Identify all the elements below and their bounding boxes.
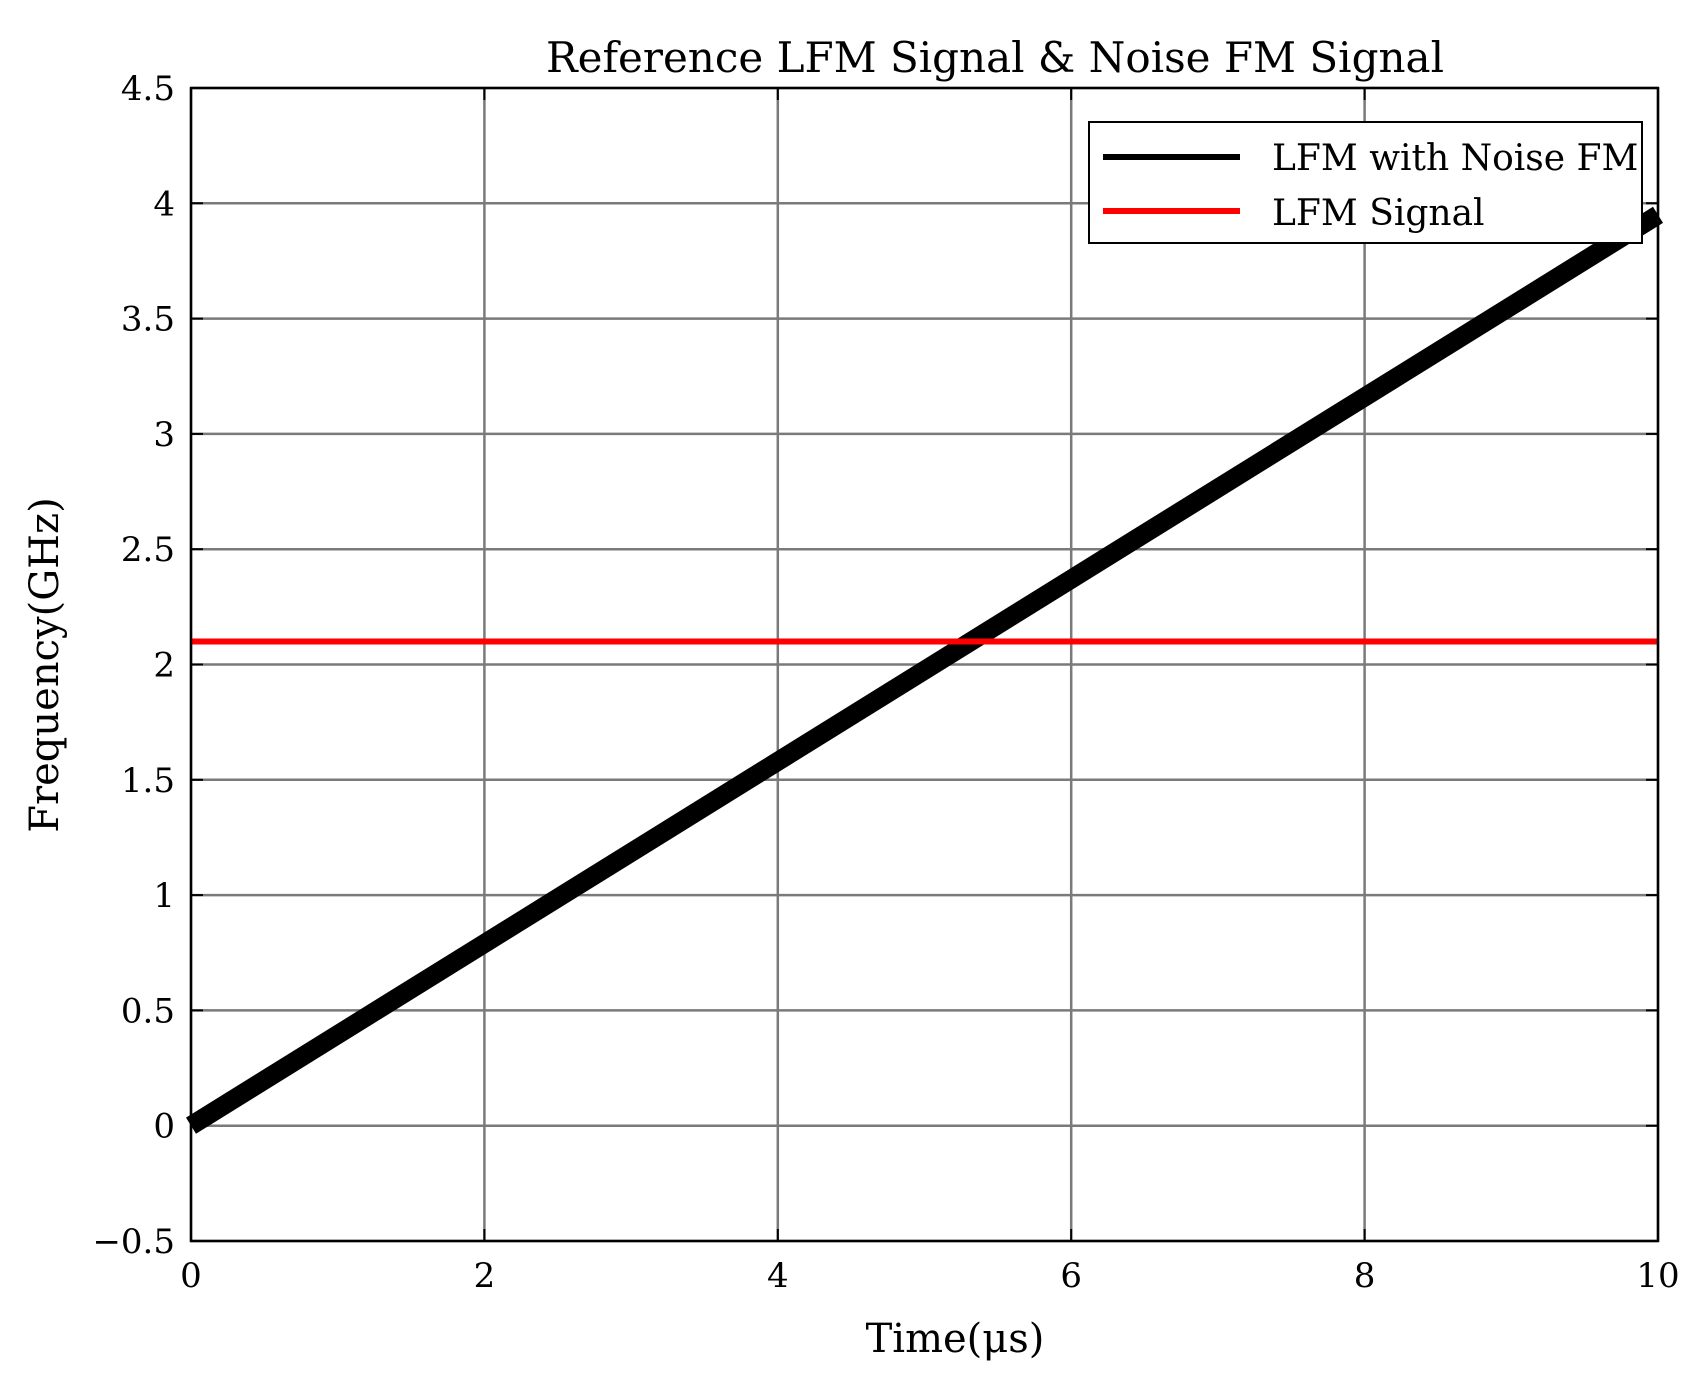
x-tick-label: 8 [1354, 1256, 1376, 1296]
x-axis-ticks: 0 2 4 6 8 10 [180, 88, 1680, 1296]
y-tick-label: 3 [153, 415, 175, 455]
y-axis-title: Frequency(GHz) [22, 497, 68, 832]
x-tick-label: 6 [1060, 1256, 1082, 1296]
y-tick-label: 4.5 [121, 69, 175, 109]
y-tick-label: 0.5 [121, 991, 175, 1031]
legend: LFM with Noise FM LFM Signal [1088, 121, 1643, 244]
legend-box [1088, 121, 1643, 244]
x-axis-title: Time(μs) [866, 1316, 1045, 1362]
x-tick-label: 0 [180, 1256, 202, 1296]
x-tick-label: 4 [767, 1256, 789, 1296]
chart-title: Reference LFM Signal & Noise FM Signal [546, 33, 1444, 82]
x-tick-label: 2 [474, 1256, 496, 1296]
y-tick-label: 3.5 [121, 300, 175, 340]
series-layer [185, 206, 1664, 1134]
y-tick-label: −0.5 [92, 1222, 175, 1262]
y-tick-label: 1 [153, 876, 175, 916]
legend-label-lfm-signal: LFM Signal [1272, 193, 1485, 234]
y-tick-label: 2 [153, 646, 175, 686]
y-tick-label: 4 [153, 184, 175, 224]
y-tick-label: 2.5 [121, 530, 175, 570]
y-tick-label: 1.5 [121, 761, 175, 801]
y-axis-ticks: −0.5 0 0.5 1 1.5 2 2.5 3 3.5 4 4.5 [92, 69, 1658, 1262]
y-tick-label: 0 [153, 1107, 175, 1147]
x-tick-label: 10 [1636, 1256, 1679, 1296]
legend-label-lfm-with-noise-fm: LFM with Noise FM [1272, 138, 1638, 179]
series-line-lfm-with-noise-fm [185, 206, 1664, 1134]
